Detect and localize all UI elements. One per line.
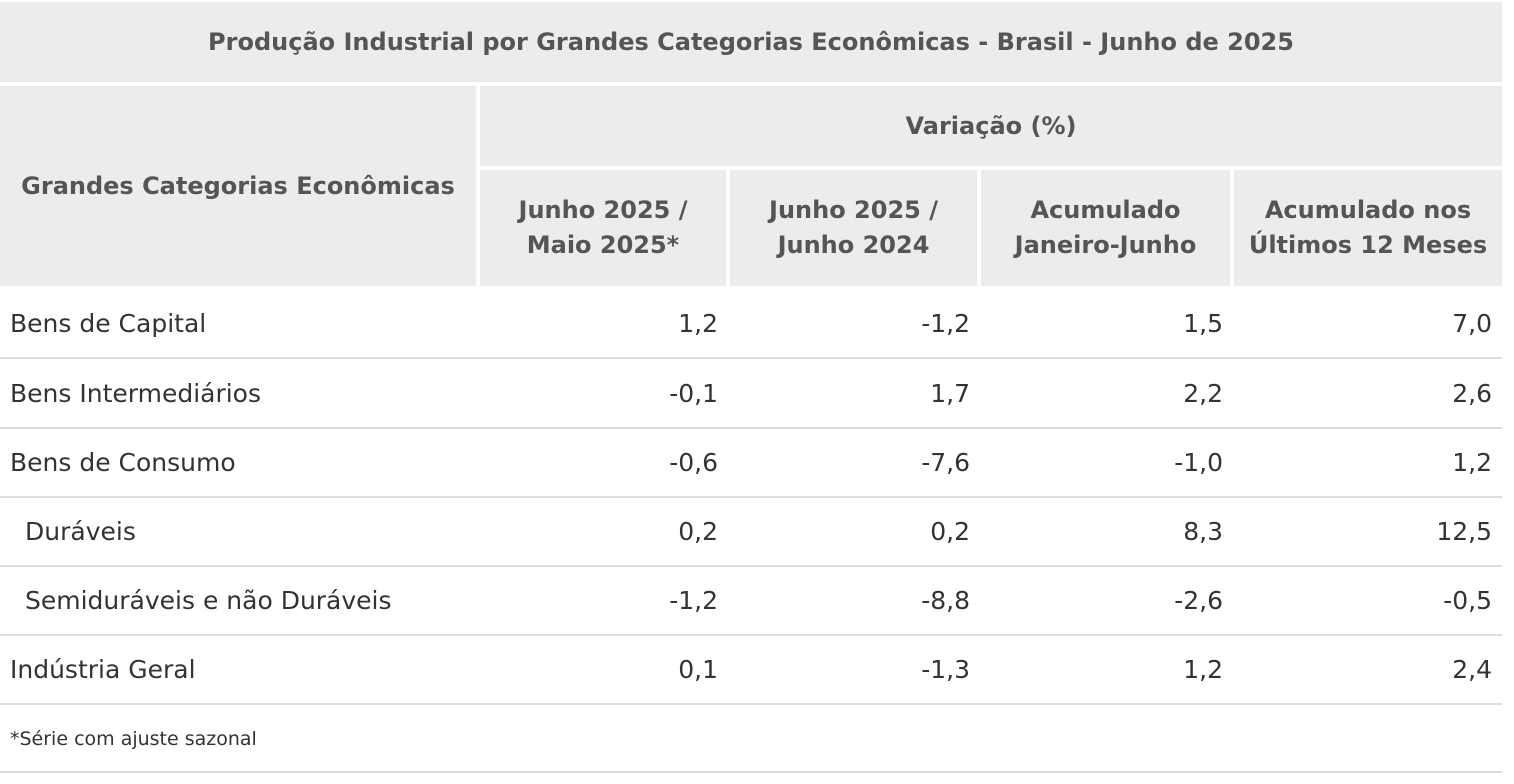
column-header-year-over-year: Junho 2025 / Junho 2024 <box>730 170 977 286</box>
data-cell: 2,6 <box>1452 378 1492 408</box>
data-cell: -8,8 <box>921 586 970 615</box>
data-cell: -1,2 <box>921 309 970 338</box>
row-label: Indústria Geral <box>10 655 196 684</box>
data-cell: -0,1 <box>669 378 718 408</box>
table-title: Produção Industrial por Grandes Categori… <box>0 2 1502 82</box>
column-header-line: Janeiro-Junho <box>1014 231 1197 259</box>
variation-group-header: Variação (%) <box>480 86 1502 166</box>
data-cell: -0,5 <box>1443 586 1492 615</box>
column-header-month-over-month: Junho 2025 / Maio 2025* <box>480 170 726 286</box>
row-label: Bens de Consumo <box>10 448 236 477</box>
column-header-line: Junho 2025 / <box>769 196 938 224</box>
column-header-last-12-months: Acumulado nos Últimos 12 Meses <box>1234 170 1502 286</box>
column-header-line: Acumulado nos <box>1264 196 1472 224</box>
data-cell: 2,2 <box>1183 378 1223 408</box>
column-header-line: Acumulado <box>1030 196 1181 224</box>
data-cell: 1,2 <box>1183 655 1223 684</box>
table-row: Bens Intermediários -0,1 1,7 2,2 2,6 <box>0 359 1502 429</box>
table-row: Bens de Capital 1,2 -1,2 1,5 7,0 <box>0 290 1502 359</box>
column-header-year-to-date: Acumulado Janeiro-Junho <box>981 170 1230 286</box>
data-cell: 7,0 <box>1452 309 1492 338</box>
data-cell: 1,7 <box>930 378 970 408</box>
data-cell: 0,2 <box>930 517 970 546</box>
data-cell: -1,3 <box>921 655 970 684</box>
table-row: Duráveis 0,2 0,2 8,3 12,5 <box>0 498 1502 567</box>
data-cell: -1,2 <box>669 586 718 615</box>
row-label: Duráveis <box>25 517 136 546</box>
table-row: Semiduráveis e não Duráveis -1,2 -8,8 -2… <box>0 567 1502 636</box>
category-column-header: Grandes Categorias Econômicas <box>0 86 476 286</box>
bottom-divider <box>0 771 1502 773</box>
table-row: Bens de Consumo -0,6 -7,6 -1,0 1,2 <box>0 429 1502 498</box>
column-header-line: Maio 2025* <box>526 231 680 259</box>
column-header-line: Junho 2025 / <box>518 196 688 224</box>
data-cell: 0,2 <box>678 517 718 546</box>
column-header-line: Últimos 12 Meses <box>1248 231 1488 259</box>
row-label: Semiduráveis e não Duráveis <box>25 586 392 615</box>
data-cell: 1,5 <box>1183 309 1223 338</box>
row-label: Bens de Capital <box>10 309 207 338</box>
footnote: *Série com ajuste sazonal <box>10 728 257 750</box>
data-cell: 2,4 <box>1452 655 1492 684</box>
data-cell: -1,0 <box>1174 448 1223 477</box>
data-cell: 1,2 <box>1452 448 1492 477</box>
data-cell: -7,6 <box>921 448 970 477</box>
data-cell: 1,2 <box>678 309 718 338</box>
data-cell: -0,6 <box>669 448 718 477</box>
data-cell: 0,1 <box>678 655 718 684</box>
table-row: Indústria Geral 0,1 -1,3 1,2 2,4 <box>0 636 1502 705</box>
data-cell: 12,5 <box>1436 517 1492 546</box>
column-header-line: Junho 2024 <box>777 231 930 259</box>
row-label: Bens Intermediários <box>10 378 262 408</box>
data-cell: 8,3 <box>1183 517 1223 546</box>
data-cell: -2,6 <box>1174 586 1223 615</box>
